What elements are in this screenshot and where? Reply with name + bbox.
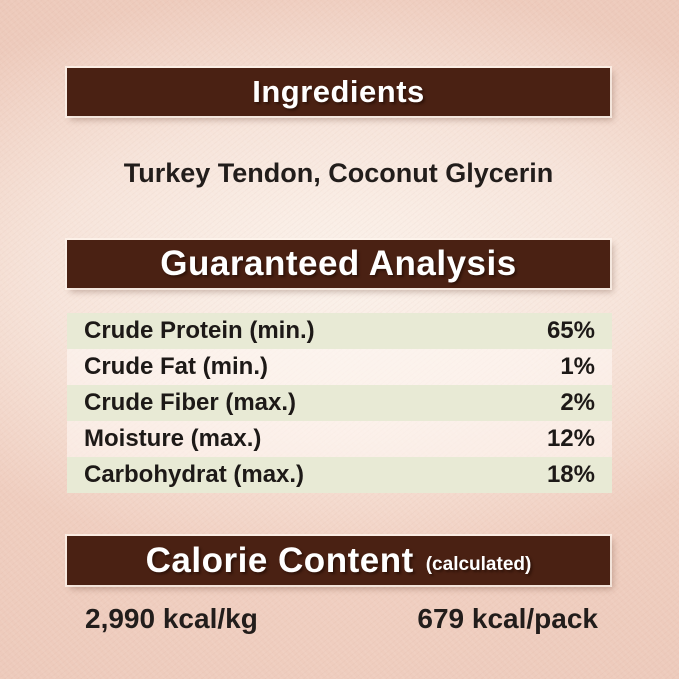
calorie-content-header-title: Calorie Content — [145, 540, 414, 580]
calories-per-pack: 679 kcal/pack — [417, 603, 598, 634]
calories-per-kg: 2,990 kcal/kg — [85, 603, 258, 634]
guaranteed-analysis-header-bar: Guaranteed Analysis — [67, 240, 610, 288]
nutrient-value: 1% — [560, 353, 595, 380]
nutrient-label: Carbohydrat (max.) — [84, 461, 305, 488]
calorie-content-calculated-note: (calculated) — [425, 553, 532, 575]
table-row: Carbohydrat (max.) 18% — [67, 457, 612, 493]
ingredients-header-title: Ingredients — [252, 74, 425, 109]
nutrient-value: 65% — [546, 317, 595, 344]
nutrient-label: Crude Fat (min.) — [84, 353, 268, 380]
calorie-figures-row: 2,990 kcal/kg 679 kcal/pack — [67, 603, 610, 635]
table-row: Crude Protein (min.) 65% — [67, 313, 612, 349]
table-row: Crude Fiber (max.) 2% — [67, 385, 612, 421]
calorie-content-header-bar: Calorie Content (calculated) — [67, 536, 610, 585]
table-row: Moisture (max.) 12% — [67, 421, 612, 457]
ingredients-list-text: Turkey Tendon, Coconut Glycerin — [123, 158, 554, 188]
nutrient-value: 2% — [560, 389, 595, 416]
nutrient-label: Moisture (max.) — [84, 425, 262, 452]
ingredients-header-bar: Ingredients — [67, 68, 610, 116]
guaranteed-analysis-header-title: Guaranteed Analysis — [160, 244, 517, 283]
table-row: Crude Fat (min.) 1% — [67, 349, 612, 385]
guaranteed-analysis-table: Crude Protein (min.) 65% Crude Fat (min.… — [67, 313, 612, 493]
nutrient-label: Crude Protein (min.) — [84, 317, 315, 344]
nutrient-label: Crude Fiber (max.) — [84, 389, 297, 416]
nutrient-value: 12% — [546, 425, 595, 452]
nutrient-value: 18% — [546, 461, 595, 488]
